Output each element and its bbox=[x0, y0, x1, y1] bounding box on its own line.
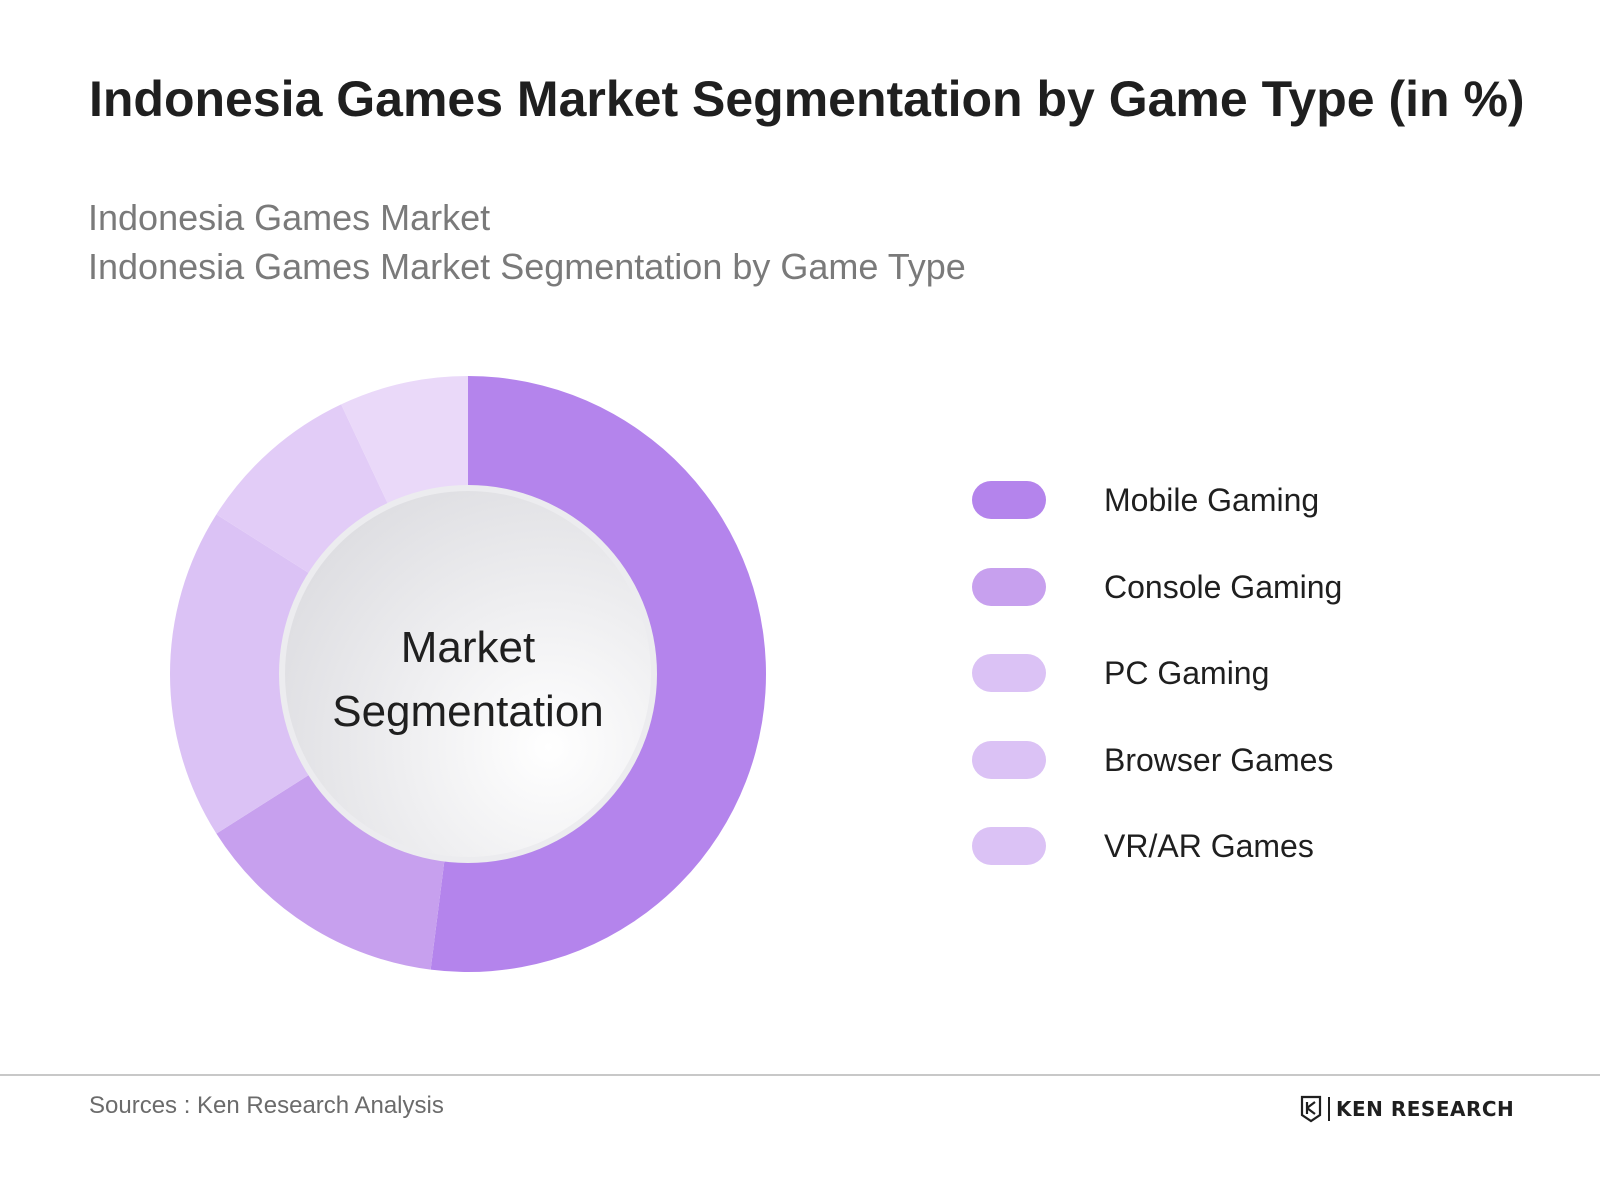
legend-item-pc-gaming: PC Gaming bbox=[972, 654, 1472, 694]
chart-title: Indonesia Games Market Segmentation by G… bbox=[89, 71, 1525, 127]
legend-item-console-gaming: Console Gaming bbox=[972, 568, 1472, 608]
chart-subtitle-segmentation: Indonesia Games Market Segmentation by G… bbox=[88, 246, 966, 287]
donut-slice-pc-gaming bbox=[170, 514, 312, 834]
center-label-line2: Segmentation bbox=[332, 687, 604, 736]
legend-swatch bbox=[972, 827, 1046, 865]
footer-divider bbox=[0, 1074, 1600, 1076]
source-note: Sources : Ken Research Analysis bbox=[89, 1092, 444, 1119]
legend-label: VR/AR Games bbox=[1104, 828, 1314, 864]
brand-logo: KEN RESEARCH bbox=[1300, 1093, 1514, 1125]
chart-subtitle-market: Indonesia Games Market bbox=[88, 197, 491, 238]
donut-slice-console-gaming bbox=[216, 773, 445, 970]
legend-label: PC Gaming bbox=[1104, 655, 1270, 691]
legend-label: Browser Games bbox=[1104, 742, 1334, 778]
center-label-line1: Market bbox=[401, 623, 535, 672]
legend-swatch bbox=[972, 654, 1046, 692]
brand-separator bbox=[1328, 1097, 1330, 1121]
brand-name: KEN RESEARCH bbox=[1336, 1097, 1515, 1121]
legend-item-mobile-gaming: Mobile Gaming bbox=[972, 481, 1472, 521]
donut-slice-mobile-gaming bbox=[430, 376, 766, 972]
legend-swatch bbox=[972, 568, 1046, 606]
legend-label: Console Gaming bbox=[1104, 569, 1343, 605]
donut-center-disc bbox=[285, 491, 651, 857]
donut-slice-vr-ar-games bbox=[341, 376, 468, 507]
legend-item-browser-games: Browser Games bbox=[972, 741, 1472, 781]
legend-label: Mobile Gaming bbox=[1104, 482, 1320, 518]
ken-research-logo-icon bbox=[1300, 1095, 1322, 1123]
legend-item-vr-ar-games: VR/AR Games bbox=[972, 827, 1472, 867]
legend-swatch bbox=[972, 741, 1046, 779]
legend-swatch bbox=[972, 481, 1046, 519]
